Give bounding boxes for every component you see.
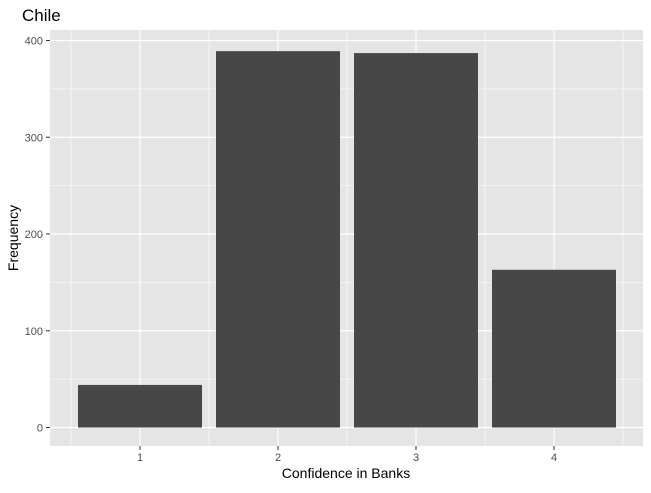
chart-title: Chile <box>22 6 61 25</box>
bar-2 <box>216 51 340 428</box>
y-tick-label: 100 <box>25 326 43 338</box>
x-tick-label: 2 <box>275 452 281 464</box>
bar-1 <box>78 384 202 428</box>
bar-3 <box>354 53 478 428</box>
axes: 0 100 200 300 400 1 2 3 4 <box>25 36 557 465</box>
y-tick-label: 0 <box>37 423 43 435</box>
y-tick-label: 300 <box>25 132 43 144</box>
y-axis-title: Frequency <box>5 205 21 271</box>
y-tick-label: 400 <box>25 36 43 48</box>
x-axis-title: Confidence in Banks <box>282 465 410 481</box>
x-tick-label: 4 <box>551 452 557 464</box>
bar-4 <box>492 269 616 428</box>
bars <box>78 51 616 428</box>
x-tick-label: 3 <box>413 452 419 464</box>
y-tick-label: 200 <box>25 229 43 241</box>
x-tick-label: 1 <box>137 452 143 464</box>
